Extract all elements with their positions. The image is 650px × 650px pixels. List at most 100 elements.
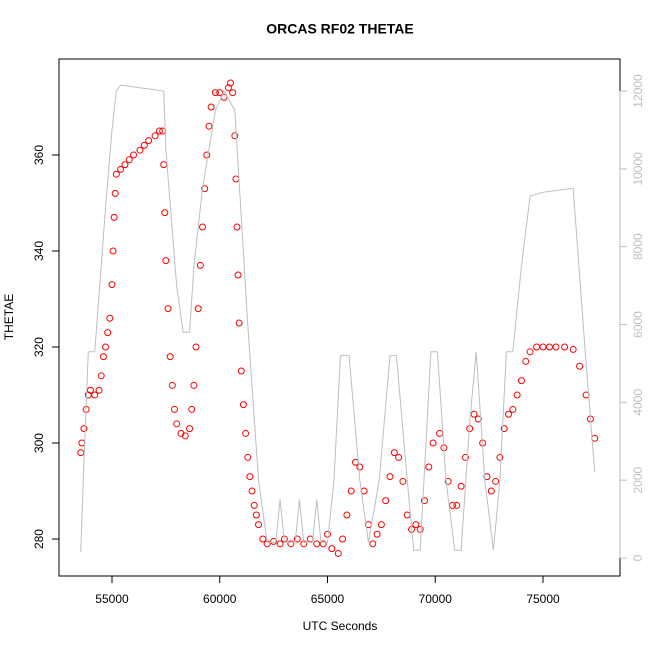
data-point [102, 343, 110, 351]
data-point [188, 405, 196, 413]
data-point [136, 146, 144, 154]
data-point [196, 261, 204, 269]
data-point [252, 511, 260, 519]
data-point [496, 453, 504, 461]
data-point [99, 353, 107, 361]
data-point [492, 477, 500, 485]
data-point [244, 453, 252, 461]
data-point [227, 79, 235, 87]
data-point [522, 357, 530, 365]
data-point [190, 381, 198, 389]
data-point [145, 137, 153, 145]
data-point [91, 391, 99, 399]
data-point [487, 487, 495, 495]
data-point [117, 165, 125, 173]
data-point [250, 501, 258, 509]
data-point [110, 213, 118, 221]
data-point [211, 89, 219, 97]
x-tick-label: 60000 [203, 592, 237, 606]
data-point [517, 377, 525, 385]
x-axis-label: UTC Seconds [303, 619, 378, 633]
data-point [203, 151, 211, 159]
data-point [160, 161, 168, 169]
y2-tick-label: 2000 [631, 466, 645, 493]
x-tick-label: 65000 [311, 592, 345, 606]
data-point [95, 386, 103, 394]
data-point [339, 535, 347, 543]
data-point [155, 127, 163, 135]
data-point [356, 463, 364, 471]
data-point [416, 525, 424, 533]
data-point [205, 122, 213, 130]
data-point [270, 537, 278, 545]
data-point [457, 482, 465, 490]
y-tick-label: 320 [32, 337, 46, 357]
y2-tick-label: 0 [631, 554, 645, 561]
data-point [246, 473, 254, 481]
y2-tick-label: 6000 [631, 311, 645, 338]
data-point [181, 432, 189, 440]
data-point [242, 429, 250, 437]
y2-tick-label: 12000 [631, 74, 645, 108]
data-point [248, 487, 256, 495]
data-point [130, 151, 138, 159]
data-point [259, 535, 267, 543]
data-point [78, 439, 86, 447]
data-point [287, 540, 295, 548]
data-point [373, 530, 381, 538]
y-tick-label: 340 [32, 241, 46, 261]
chart-title: ORCAS RF02 THETAE [266, 21, 414, 37]
data-point [395, 453, 403, 461]
data-point [233, 223, 241, 231]
data-point [444, 477, 452, 485]
y-tick-label: 300 [32, 433, 46, 453]
data-point [201, 185, 209, 193]
data-point [539, 343, 547, 351]
data-point [207, 103, 215, 111]
data-point [162, 257, 170, 265]
data-point [334, 549, 342, 557]
data-point [97, 372, 105, 380]
data-point [377, 521, 385, 529]
data-point [237, 367, 245, 375]
data-point [576, 362, 584, 370]
data-point [399, 477, 407, 485]
x-tick-label: 75000 [526, 592, 560, 606]
data-point [80, 425, 88, 433]
plot-frame [58, 58, 621, 577]
data-point [545, 343, 553, 351]
data-point [121, 161, 129, 169]
data-point [170, 405, 178, 413]
data-point [276, 540, 284, 548]
data-point [166, 353, 174, 361]
data-point [186, 425, 194, 433]
data-point [509, 405, 517, 413]
data-point [140, 141, 148, 149]
data-point [313, 540, 321, 548]
data-point [164, 305, 172, 313]
data-point [173, 420, 181, 428]
data-point [461, 453, 469, 461]
data-point [77, 449, 85, 457]
data-point [382, 497, 390, 505]
data-point [343, 511, 351, 519]
data-point [194, 305, 202, 313]
data-point [161, 209, 169, 217]
x-tick-label: 55000 [95, 592, 129, 606]
altitude-line [80, 84, 596, 553]
data-point [319, 540, 327, 548]
y-tick-label: 280 [32, 529, 46, 549]
data-point [231, 132, 239, 140]
y-tick-label: 360 [32, 145, 46, 165]
data-point [234, 271, 242, 279]
data-point [386, 473, 394, 481]
data-point [192, 343, 200, 351]
data-point [453, 501, 461, 509]
data-point [369, 540, 377, 548]
x-tick-label: 70000 [419, 592, 453, 606]
data-point [500, 425, 508, 433]
data-point [199, 223, 207, 231]
data-point [390, 449, 398, 457]
data-point [328, 545, 336, 553]
